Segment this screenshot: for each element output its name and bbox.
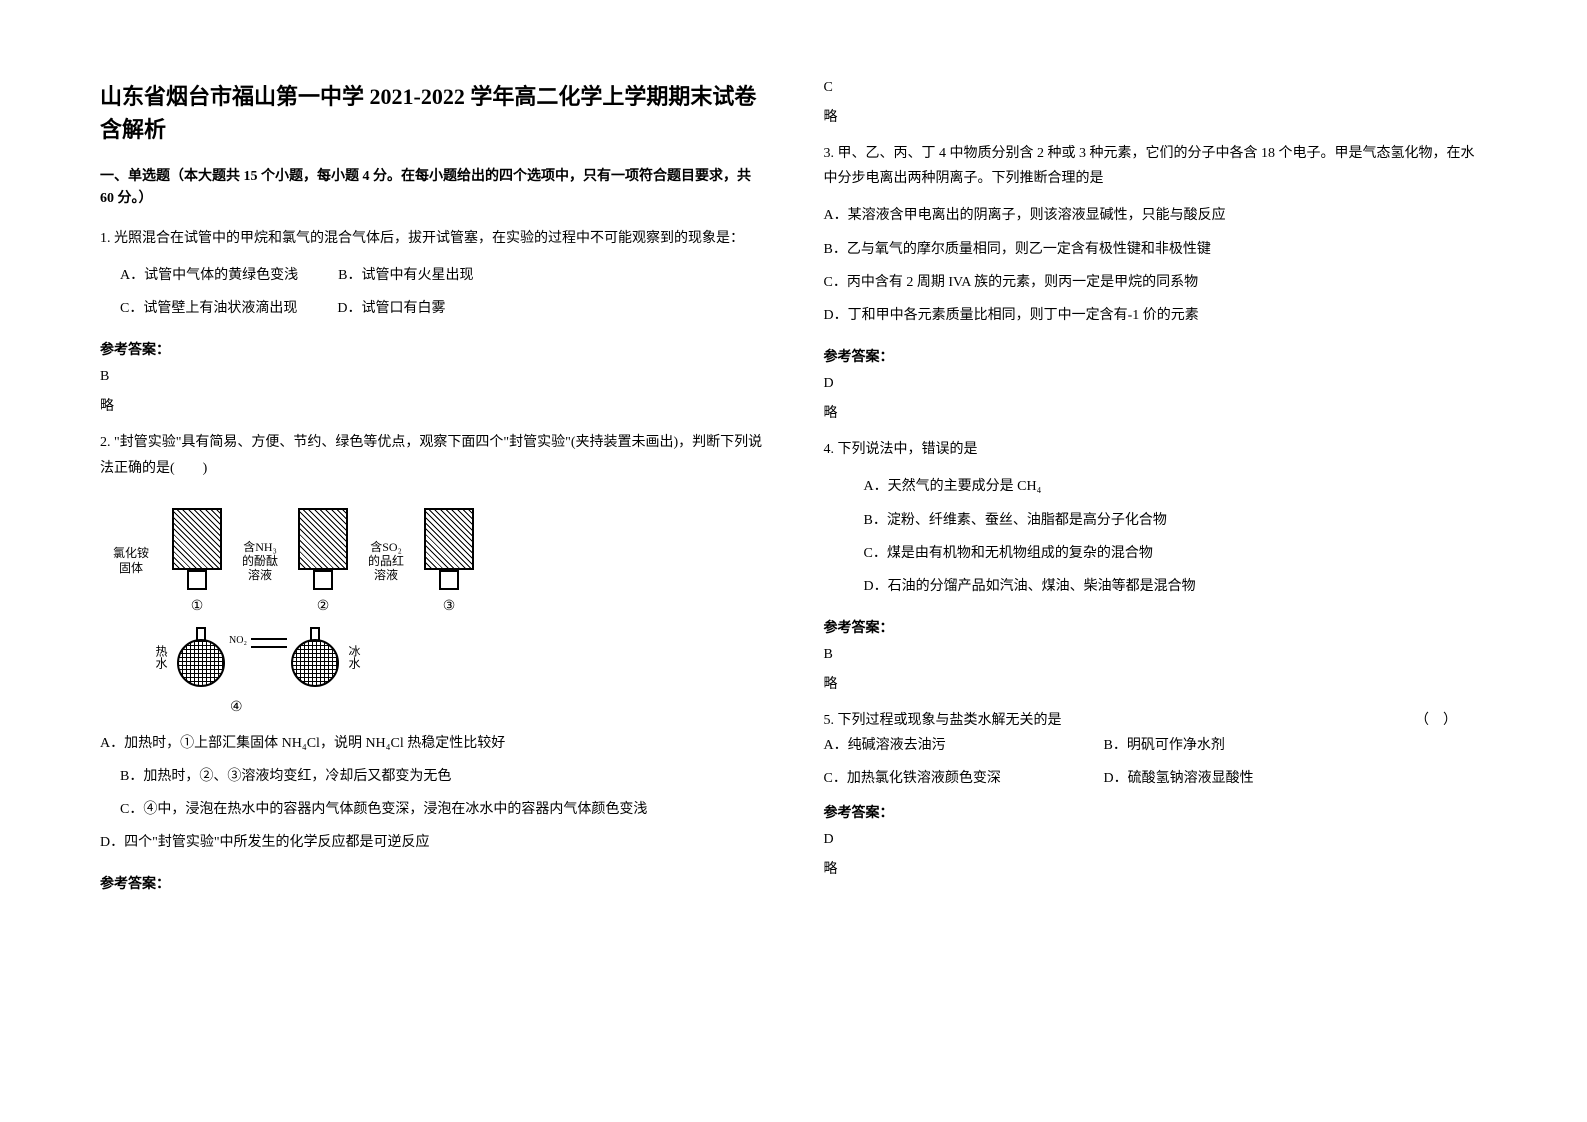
q4-answer: B	[824, 647, 1488, 663]
q3-opt-b: B．乙与氧气的摩尔质量相同，则乙一定含有极性键和非极性键	[824, 237, 1488, 262]
label-2: 含NH₃ 的酚酞 溶液	[242, 540, 278, 583]
q5-text: 5. 下列过程或现象与盐类水解无关的是	[824, 708, 1062, 733]
q4-opt-c: C．煤是由有机物和无机物组成的复杂的混合物	[824, 541, 1488, 566]
label3-1: 含SO₂	[370, 540, 402, 554]
exam-title: 山东省烟台市福山第一中学 2021-2022 学年高二化学上学期期末试卷含解析	[100, 80, 764, 146]
label2-3: 溶液	[248, 568, 272, 582]
q4-text: 4. 下列说法中，错误的是	[824, 437, 1488, 462]
q5-opt-c: C．加热氯化铁溶液颜色变深	[824, 766, 1104, 791]
label-left: 氯化铵固体	[110, 546, 152, 577]
q5-opt-d: D．硫酸氢钠溶液显酸性	[1104, 766, 1254, 791]
q3-answer: D	[824, 376, 1488, 392]
q1-answer-label: 参考答案：	[100, 339, 764, 359]
label-3: 含SO₂ 的品红 溶液	[368, 540, 404, 583]
q3-opt-c: C．丙中含有 2 周期 IVA 族的元素，则丙一定是甲烷的同系物	[824, 270, 1488, 295]
tube-3: ③	[424, 508, 474, 615]
q4-opt-d: D．石油的分馏产品如汽油、煤油、柴油等都是混合物	[824, 574, 1488, 599]
q4-answer-label: 参考答案：	[824, 617, 1488, 637]
q5-row2: C．加热氯化铁溶液颜色变深 D．硫酸氢钠溶液显酸性	[824, 766, 1488, 791]
q1-brief: 略	[100, 395, 764, 415]
right-column: C 略 3. 甲、乙、丙、丁 4 中物质分别含 2 种或 3 种元素，它们的分子…	[824, 80, 1488, 1042]
bulb-left	[177, 627, 225, 687]
tube-1: ①	[172, 508, 222, 615]
num-4: ④	[230, 699, 764, 716]
q3-answer-label: 参考答案：	[824, 346, 1488, 366]
tube-2-box	[298, 508, 348, 570]
section-header: 一、单选题（本大题共 15 个小题，每小题 4 分。在每小题给出的四个选项中，只…	[100, 166, 764, 211]
q2-brief: 略	[824, 106, 1488, 126]
q2-opt-c: C．④中，浸泡在热水中的容器内气体颜色变深，浸泡在冰水中的容器内气体颜色变浅	[100, 797, 764, 822]
q5-answer: D	[824, 832, 1488, 848]
connector	[251, 638, 287, 648]
label2-2: 的酚酞	[242, 554, 278, 568]
bulb-hot	[177, 639, 225, 687]
q1-opt-d: D．试管口有白雾	[337, 296, 445, 321]
q5-paren: （ ）	[1415, 708, 1487, 733]
left-column: 山东省烟台市福山第一中学 2021-2022 学年高二化学上学期期末试卷含解析 …	[100, 80, 764, 1042]
q5-answer-label: 参考答案：	[824, 802, 1488, 822]
q3-opt-a: A．某溶液含甲电离出的阴离子，则该溶液显碱性，只能与酸反应	[824, 203, 1488, 228]
q2-answer: C	[824, 80, 1488, 96]
q5-opt-a: A．纯碱溶液去油污	[824, 733, 1104, 758]
q1-opts-row1: A．试管中气体的黄绿色变浅 B．试管中有火星出现	[100, 263, 764, 288]
num-2: ②	[317, 598, 330, 615]
q3-brief: 略	[824, 402, 1488, 422]
num-1: ①	[191, 598, 204, 615]
cold-label: 冰水	[346, 645, 363, 669]
num-3: ③	[443, 598, 456, 615]
bulb-cold	[291, 639, 339, 687]
q5-row1: A．纯碱溶液去油污 B．明矾可作净水剂	[824, 733, 1488, 758]
label2-1: 含NH₃	[243, 540, 277, 554]
q2-answer-label: 参考答案：	[100, 873, 764, 893]
label3-2: 的品红	[368, 554, 404, 568]
q2-text: 2. "封管实验"具有简易、方便、节约、绿色等优点，观察下面四个"封管实验"(夹…	[100, 430, 764, 480]
q2-opt-b: B．加热时，②、③溶液均变红，冷却后又都变为无色	[100, 764, 764, 789]
q4-opt-a: A．天然气的主要成分是 CH₄	[824, 474, 1488, 499]
q4-brief: 略	[824, 673, 1488, 693]
no2-label: NO₂	[229, 635, 247, 646]
q5-brief: 略	[824, 858, 1488, 878]
q2-diagram: 氯化铵固体 ① 含NH₃ 的酚酞 溶液 ② 含SO₂ 的品红 溶液 ③	[110, 508, 764, 716]
tube-2: ②	[298, 508, 348, 615]
q5-text-row: 5. 下列过程或现象与盐类水解无关的是 （ ）	[824, 708, 1488, 733]
tube-1-box	[172, 508, 222, 570]
q1-opt-a: A．试管中气体的黄绿色变浅	[120, 263, 298, 288]
q4-opt-b: B．淀粉、纤维素、蚕丝、油脂都是高分子化合物	[824, 508, 1488, 533]
tube-3-box	[424, 508, 474, 570]
q1-opt-b: B．试管中有火星出现	[338, 263, 473, 288]
q2-opt-d: D．四个"封管实验"中所发生的化学反应都是可逆反应	[100, 830, 764, 855]
diagram-row-top: 氯化铵固体 ① 含NH₃ 的酚酞 溶液 ② 含SO₂ 的品红 溶液 ③	[110, 508, 764, 615]
q2-opt-a: A．加热时，①上部汇集固体 NH₄Cl，说明 NH₄Cl 热稳定性比较好	[100, 731, 764, 756]
q5-opt-b: B．明矾可作净水剂	[1104, 733, 1225, 758]
hot-label: 热水	[153, 645, 170, 669]
q3-text: 3. 甲、乙、丙、丁 4 中物质分别含 2 种或 3 种元素，它们的分子中各含 …	[824, 141, 1488, 191]
q3-opt-d: D．丁和甲中各元素质量比相同，则丁中一定含有-1 价的元素	[824, 303, 1488, 328]
diagram-row-bottom: 热水 NO₂ 冰水	[150, 627, 764, 687]
label3-3: 溶液	[374, 568, 398, 582]
q5-options: A．纯碱溶液去油污 B．明矾可作净水剂 C．加热氯化铁溶液颜色变深 D．硫酸氢钠…	[824, 733, 1488, 791]
q1-opt-c: C．试管壁上有油状液滴出现	[120, 296, 297, 321]
q1-answer: B	[100, 369, 764, 385]
bulb-right	[291, 627, 339, 687]
q1-opts-row2: C．试管壁上有油状液滴出现 D．试管口有白雾	[100, 296, 764, 321]
q1-text: 1. 光照混合在试管中的甲烷和氯气的混合气体后，拔开试管塞，在实验的过程中不可能…	[100, 226, 764, 251]
